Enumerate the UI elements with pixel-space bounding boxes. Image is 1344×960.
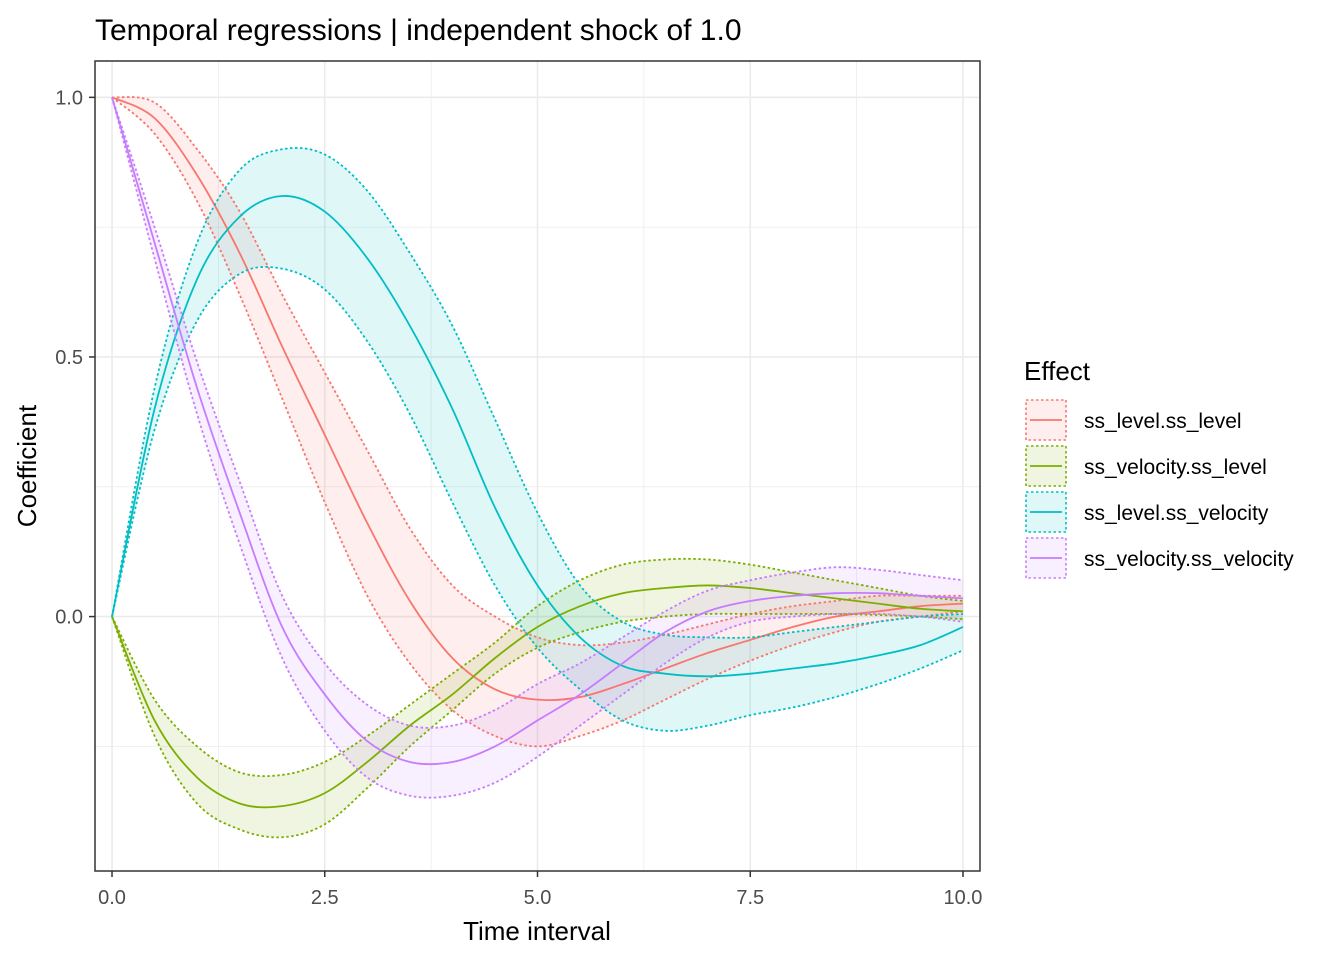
y-axis: 0.0 0.5 1.0 — [55, 87, 95, 629]
legend: Effect ss_level.ss_level ss_velocity.ss_l… — [1024, 356, 1294, 579]
series-lines — [111, 96, 964, 839]
chart-title: Temporal regressions | independent shock… — [95, 14, 742, 47]
series-line-ss_velocity.ss_velocity — [111, 97, 964, 766]
lower-bound-ss_velocity.ss_velocity — [111, 97, 964, 799]
y-tick-label: 0.0 — [55, 607, 83, 629]
lower-bound-ss_velocity.ss_level — [111, 612, 964, 839]
legend-label-ss_level.ss_velocity: ss_level.ss_velocity — [1084, 502, 1269, 525]
lower-bound-ss_level.ss_velocity — [111, 266, 964, 732]
confidence-bands — [112, 97, 963, 838]
series-line-ss_level.ss_velocity — [111, 195, 964, 678]
y-tick-label: 0.5 — [55, 347, 83, 369]
confidence-band-ss_level.ss_velocity — [112, 147, 963, 731]
upper-bound-ss_level.ss_level — [111, 96, 963, 647]
grid — [95, 61, 980, 871]
x-tick-label: 7.5 — [736, 887, 764, 909]
legend-label-ss_velocity.ss_level: ss_velocity.ss_level — [1084, 456, 1267, 479]
upper-bound-ss_level.ss_velocity — [111, 147, 964, 639]
upper-bound-ss_velocity.ss_level — [111, 557, 964, 778]
x-tick-label: 10.0 — [944, 887, 983, 909]
legend-label-ss_level.ss_level: ss_level.ss_level — [1084, 410, 1242, 433]
confidence-band-ss_level.ss_level — [112, 97, 963, 747]
series-line-ss_level.ss_level — [111, 96, 964, 702]
x-tick-label: 2.5 — [311, 887, 339, 909]
y-axis-title: Coefficient — [12, 404, 42, 527]
confidence-band-ss_velocity.ss_level — [112, 558, 963, 838]
legend-label-ss_velocity.ss_velocity: ss_velocity.ss_velocity — [1084, 548, 1294, 571]
legend-title: Effect — [1024, 356, 1091, 386]
x-tick-label: 0.0 — [98, 887, 126, 909]
x-axis: 0.0 2.5 5.0 7.5 10.0 — [98, 871, 982, 909]
series-line-ss_velocity.ss_level — [111, 584, 964, 809]
upper-bound-ss_velocity.ss_velocity — [111, 97, 964, 729]
x-axis-title: Time interval — [463, 916, 611, 946]
x-tick-label: 5.0 — [524, 887, 552, 909]
y-tick-label: 1.0 — [55, 87, 83, 109]
